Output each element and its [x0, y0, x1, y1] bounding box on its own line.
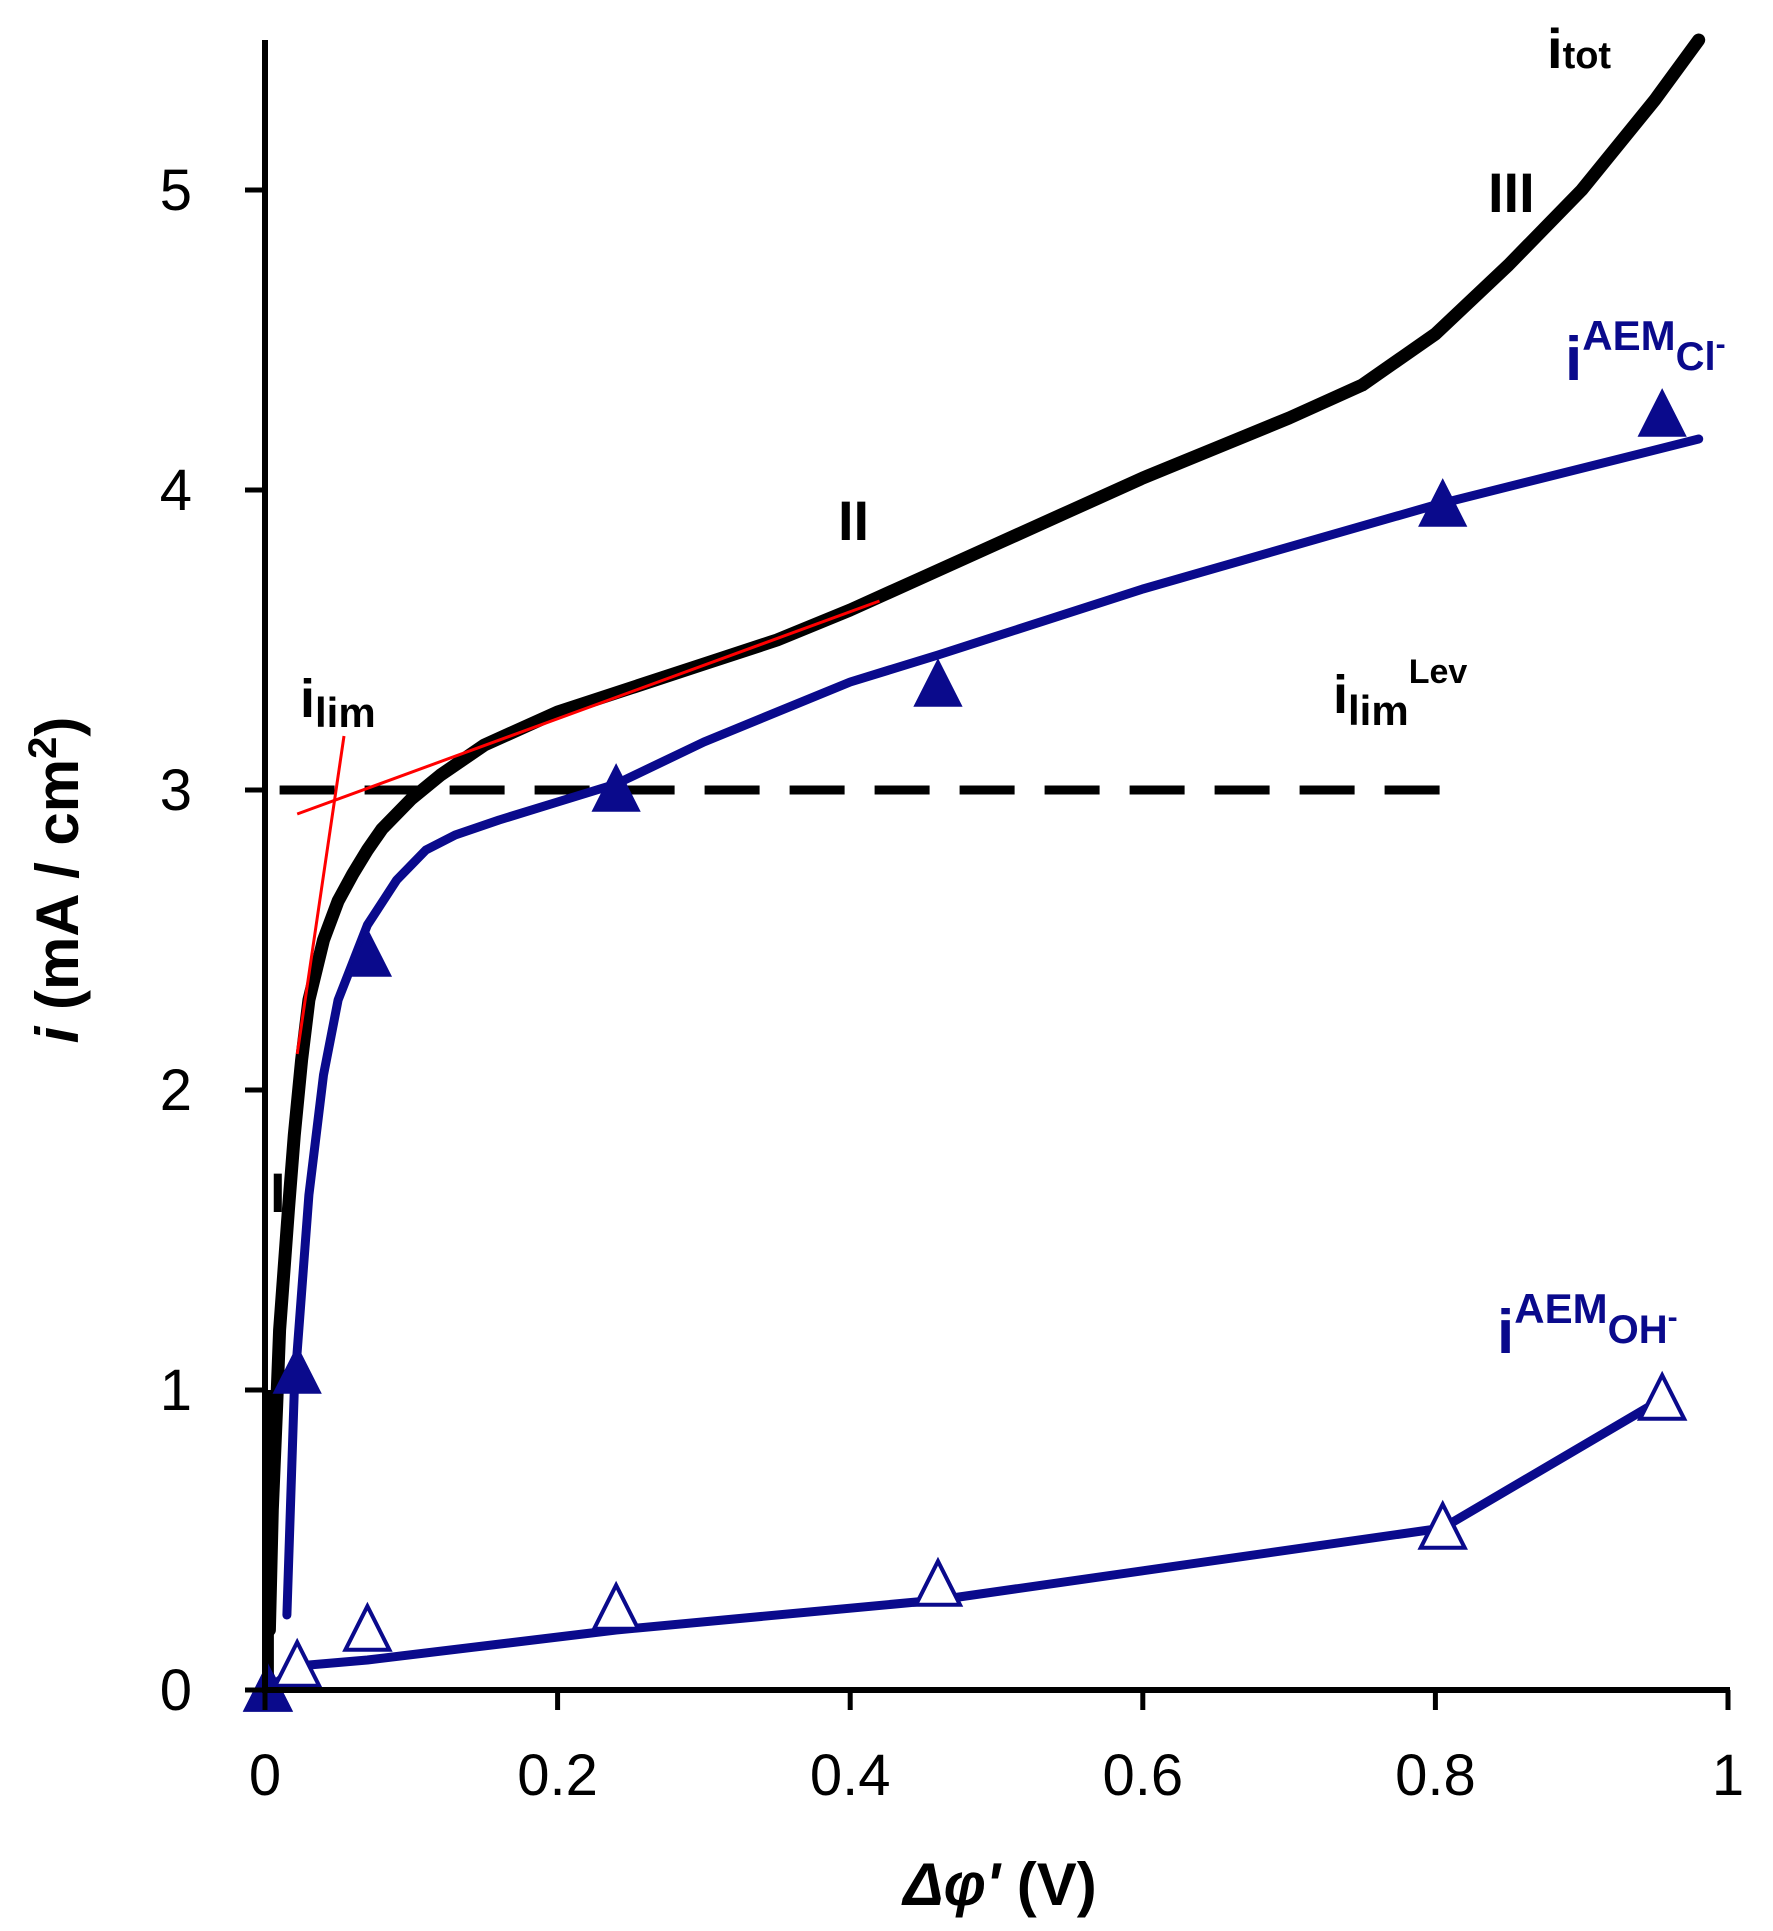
x-tick-label: 0 — [249, 1743, 281, 1808]
data-layer — [242, 33, 1706, 1712]
y-tick-label: 2 — [160, 1058, 192, 1123]
y-tick-label: 4 — [160, 458, 192, 523]
marker-cl-point — [913, 658, 963, 707]
y-tick-label: 0 — [160, 1658, 192, 1723]
y-axis-title: i (mA / cm2) — [21, 717, 91, 1044]
y-tick-label: 1 — [160, 1358, 192, 1423]
series-label-i-aem-oh: iAEMOH- — [1497, 1285, 1678, 1367]
region-I-label: I — [270, 1161, 286, 1224]
annotation-i-lim: ilim — [300, 669, 376, 736]
x-tick-label: 0.4 — [810, 1743, 891, 1808]
marker-cl-point — [272, 1345, 322, 1394]
marker-cl-point — [342, 928, 393, 977]
tangent-line-2 — [296, 599, 881, 816]
marker-oh-point — [342, 1601, 393, 1652]
region-II-label: II — [838, 489, 869, 552]
series-label-i-tot: itot — [1547, 17, 1611, 80]
series-i-aem-cl-line — [282, 434, 1704, 1620]
marker-oh-point — [590, 1580, 642, 1631]
marker-oh-point — [912, 1556, 964, 1607]
series-label-i-lim-lev: ilimLev — [1333, 653, 1467, 734]
x-tick-label: 0.6 — [1102, 1743, 1183, 1808]
marker-oh-point — [1417, 1499, 1468, 1550]
ticks: 0 1 2 3 4 5 0 0.2 0.4 0.6 0.8 1 — [160, 158, 1744, 1808]
series-i-tot-line — [262, 33, 1706, 1637]
x-axis-title: Δφʹ (V) — [901, 1851, 1096, 1918]
labels: Δφʹ (V) i (mA / cm2) I II III itot iAEMC… — [21, 17, 1726, 1918]
marker-cl-point — [1637, 388, 1687, 437]
marker-cl-point — [591, 763, 641, 812]
axes — [262, 40, 1730, 1693]
y-tick-label: 3 — [160, 758, 192, 823]
series-label-i-aem-cl: iAEMCl- — [1565, 312, 1726, 394]
x-tick-label: 1 — [1712, 1743, 1744, 1808]
tangent-line-1 — [295, 735, 346, 1055]
x-tick-label: 0.2 — [517, 1743, 598, 1808]
marker-oh-point — [271, 1637, 323, 1688]
marker-oh-point — [1636, 1370, 1688, 1421]
y-tick-label: 5 — [160, 158, 192, 223]
marker-cl-point — [1418, 478, 1468, 527]
region-III-label: III — [1488, 161, 1535, 224]
x-tick-label: 0.8 — [1395, 1743, 1476, 1808]
